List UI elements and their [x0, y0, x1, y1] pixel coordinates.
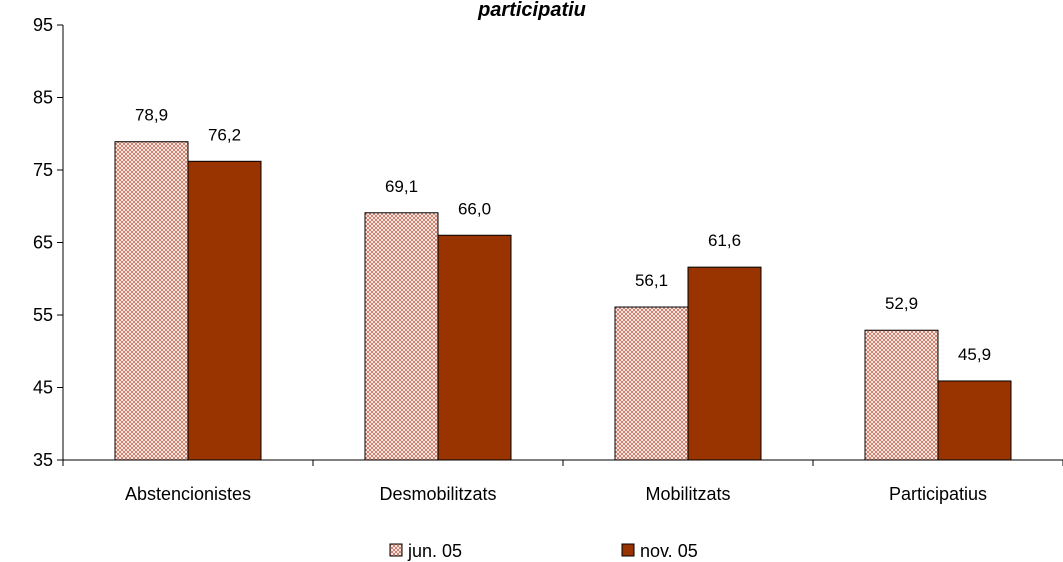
bar — [437, 234, 512, 461]
bar — [937, 380, 1012, 461]
y-tick-label: 95 — [33, 15, 53, 35]
y-tick-label: 65 — [33, 233, 53, 253]
legend-label: nov. 05 — [640, 541, 698, 561]
bar — [187, 160, 262, 461]
legend-swatch — [621, 543, 635, 557]
data-label: 66,0 — [458, 199, 491, 218]
y-tick-label: 35 — [33, 450, 53, 470]
y-tick-label: 45 — [33, 378, 53, 398]
category-label: Participatius — [889, 484, 987, 504]
y-tick-label: 55 — [33, 305, 53, 325]
bar — [864, 329, 939, 461]
bar — [687, 266, 762, 461]
data-label: 78,9 — [135, 106, 168, 125]
bar — [614, 306, 689, 461]
data-label: 52,9 — [885, 294, 918, 313]
category-label: Mobilitzats — [645, 484, 730, 504]
data-label: 45,9 — [958, 345, 991, 364]
bar — [364, 212, 439, 461]
y-tick-label: 75 — [33, 160, 53, 180]
category-label: Desmobilitzats — [379, 484, 496, 504]
data-label: 61,6 — [708, 231, 741, 250]
category-label: Abstencionistes — [125, 484, 251, 504]
bar — [114, 141, 189, 461]
data-label: 56,1 — [635, 271, 668, 290]
chart-title: participatiu — [477, 0, 586, 21]
data-label: 76,2 — [208, 125, 241, 144]
legend-label: jun. 05 — [407, 541, 462, 561]
legend-swatch — [389, 543, 403, 557]
plot-area: 35 45 55 65 75 85 95 78,9 76,2 Abstencionistes 69,… — [33, 15, 1063, 504]
y-tick-label: 85 — [33, 88, 53, 108]
data-label: 69,1 — [385, 177, 418, 196]
legend: jun. 05 nov. 05 — [389, 541, 698, 561]
